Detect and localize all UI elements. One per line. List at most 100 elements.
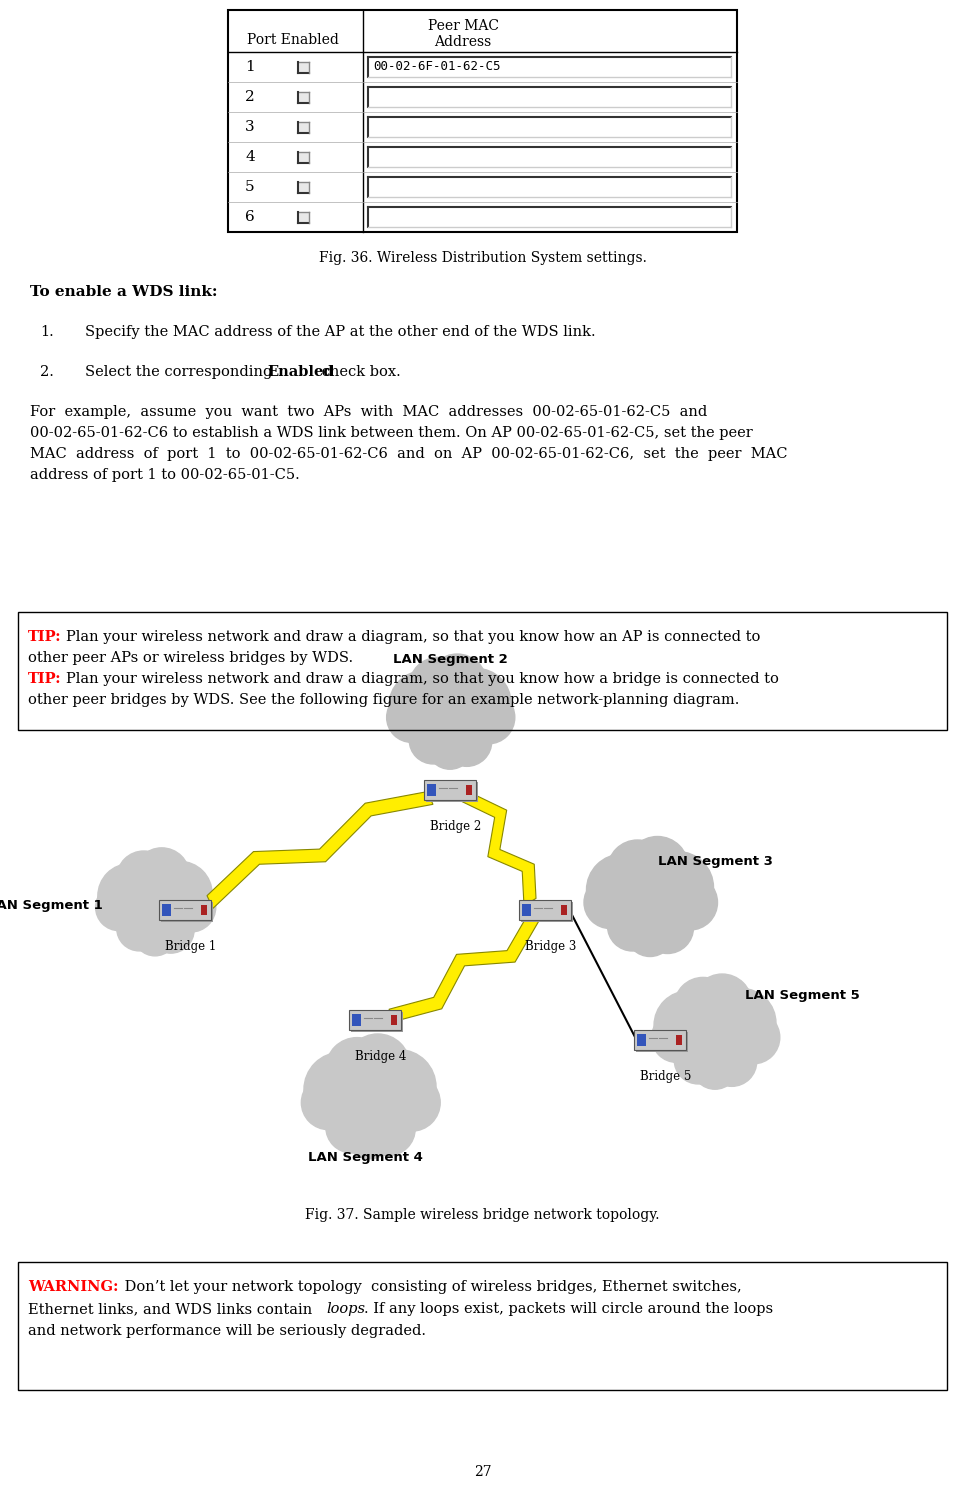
Text: 4: 4 [245,150,255,164]
Text: Enabled: Enabled [267,365,334,378]
Circle shape [675,977,731,1036]
Bar [368,177,731,197]
Bar [424,781,476,800]
Circle shape [148,862,212,926]
Circle shape [133,913,177,956]
Text: Fig. 36. Wireless Distribution System settings.: Fig. 36. Wireless Distribution System se… [318,251,647,266]
Bar [297,92,309,102]
Bar [676,1036,682,1045]
Bar [297,182,309,192]
Text: loops: loops [326,1301,365,1316]
Polygon shape [389,910,539,1021]
Bar [466,785,472,796]
Circle shape [345,1034,410,1099]
Text: 5: 5 [245,180,255,194]
Circle shape [96,884,143,931]
Circle shape [626,836,688,899]
Circle shape [361,1102,415,1156]
Circle shape [667,988,763,1084]
Circle shape [608,841,668,901]
Circle shape [361,1049,436,1124]
Circle shape [584,877,636,929]
Text: LAN Segment 2: LAN Segment 2 [393,653,508,666]
Bar [636,1033,688,1052]
Bar [18,1262,947,1390]
Circle shape [706,1036,757,1087]
Text: LAN Segment 1: LAN Segment 1 [0,899,103,911]
Text: To enable a WDS link:: To enable a WDS link: [30,285,217,299]
Circle shape [427,723,473,769]
Circle shape [97,863,163,929]
Text: MAC  address  of  port  1  to  00-02-65-01-62-C6  and  on  AP  00-02-65-01-62-C6: MAC address of port 1 to 00-02-65-01-62-… [30,447,787,461]
Circle shape [326,1102,378,1153]
Circle shape [409,657,467,714]
Circle shape [427,654,487,713]
Text: WARNING:: WARNING: [28,1280,119,1294]
Bar [351,1012,403,1033]
Text: Bridge 3: Bridge 3 [525,940,577,953]
Text: 2.: 2. [40,365,54,378]
Text: and network performance will be seriously degraded.: and network performance will be seriousl… [28,1324,426,1337]
Text: Peer MAC
Address: Peer MAC Address [427,20,499,50]
Text: Ethernet links, and WDS links contain: Ethernet links, and WDS links contain [28,1301,317,1316]
Text: address of port 1 to 00-02-65-01-C5.: address of port 1 to 00-02-65-01-C5. [30,468,300,482]
Bar [161,902,213,922]
Circle shape [692,1043,738,1090]
Circle shape [301,1076,355,1130]
Text: Fig. 37. Sample wireless bridge network topology.: Fig. 37. Sample wireless bridge network … [305,1208,660,1222]
Text: LAN Segment 4: LAN Segment 4 [308,1151,423,1165]
Circle shape [318,1048,422,1151]
Circle shape [642,902,694,953]
Circle shape [383,1075,440,1132]
Text: TIP:: TIP: [28,672,62,686]
Circle shape [642,851,713,923]
Text: 3: 3 [245,120,255,134]
Circle shape [587,854,658,926]
Bar [18,612,947,729]
Bar [391,1015,397,1025]
Text: Plan your wireless network and draw a diagram, so that you know how an AP is con: Plan your wireless network and draw a di… [66,630,760,644]
Text: Specify the MAC address of the AP at the other end of the WDS link.: Specify the MAC address of the AP at the… [85,326,595,339]
Text: Bridge 1: Bridge 1 [165,940,216,953]
Circle shape [608,901,657,952]
Text: Bridge 5: Bridge 5 [641,1070,692,1084]
Text: other peer APs or wireless bridges by WDS.: other peer APs or wireless bridges by WD… [28,651,353,665]
Circle shape [675,1036,722,1084]
Polygon shape [207,791,433,908]
Text: 1: 1 [245,60,255,74]
Text: LAN Segment 3: LAN Segment 3 [657,856,772,869]
Bar [368,207,731,227]
Bar [634,1030,686,1051]
Text: . If any loops exist, packets will circle around the loops: . If any loops exist, packets will circl… [364,1301,773,1316]
Text: 27: 27 [474,1465,491,1478]
Circle shape [442,716,492,767]
Bar [162,904,171,916]
Bar [637,1034,646,1046]
Circle shape [693,974,752,1034]
Circle shape [663,875,718,931]
Bar [228,11,737,233]
Bar [426,782,478,802]
Text: 6: 6 [245,210,255,224]
Circle shape [727,1012,780,1064]
Circle shape [304,1052,379,1127]
Text: TIP:: TIP: [28,630,62,644]
Bar [522,904,531,916]
Text: Bridge 2: Bridge 2 [430,820,482,833]
Polygon shape [462,794,536,905]
Circle shape [134,848,190,904]
Bar [297,152,309,162]
Bar [368,87,731,107]
Circle shape [117,851,171,905]
Circle shape [117,907,162,952]
Bar [561,905,567,916]
Circle shape [462,690,514,744]
Circle shape [706,989,776,1058]
Circle shape [110,860,200,950]
Bar [368,57,731,77]
Text: Port Enabled: Port Enabled [247,33,339,47]
Text: 2: 2 [245,90,255,104]
Text: other peer bridges by WDS. See the following figure for an example network-plann: other peer bridges by WDS. See the follo… [28,693,739,707]
Circle shape [654,991,723,1060]
Circle shape [345,1109,395,1159]
